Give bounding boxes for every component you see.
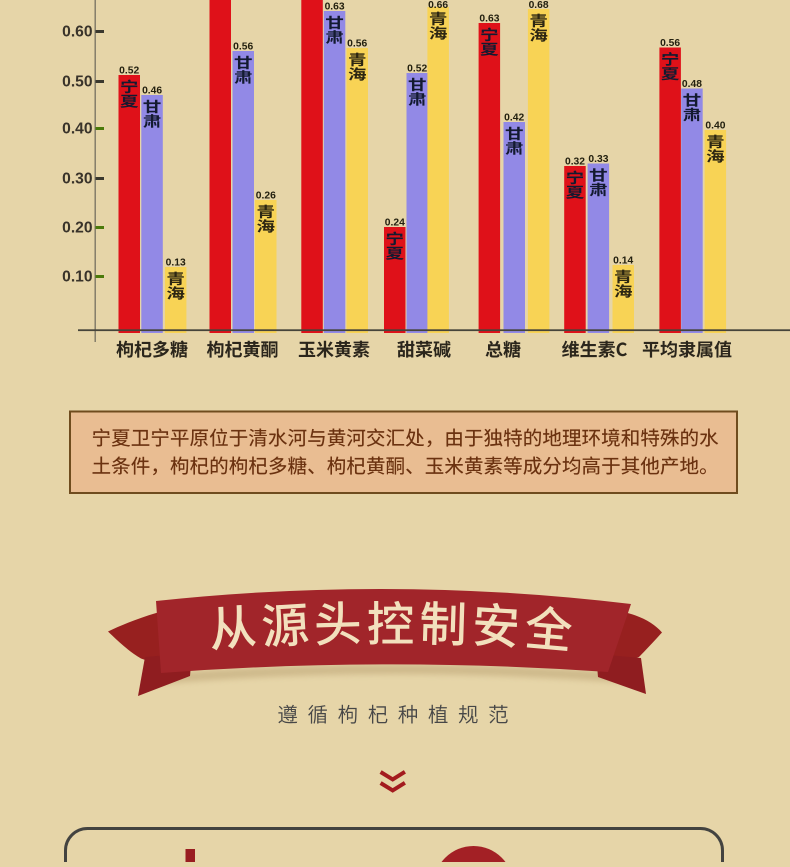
svg-text:0.56: 0.56: [660, 38, 680, 49]
svg-text:0.32: 0.32: [565, 157, 585, 168]
svg-text:0.24: 0.24: [385, 218, 405, 229]
svg-text:0.20: 0.20: [62, 219, 93, 236]
svg-text:0.63: 0.63: [325, 2, 345, 13]
svg-text:0.52: 0.52: [407, 64, 427, 75]
svg-text:0.42: 0.42: [504, 113, 524, 124]
svg-text:0.63: 0.63: [479, 14, 499, 25]
svg-text:0.56: 0.56: [347, 39, 367, 50]
svg-text:0.40: 0.40: [705, 121, 725, 132]
svg-text:0.60: 0.60: [62, 23, 93, 40]
svg-text:0.68: 0.68: [529, 0, 549, 11]
svg-text:0.10: 0.10: [62, 268, 93, 285]
svg-text:0.30: 0.30: [62, 170, 93, 187]
svg-text:0.40: 0.40: [62, 120, 93, 137]
svg-text:0.48: 0.48: [682, 79, 702, 90]
svg-text:0.26: 0.26: [256, 191, 276, 202]
svg-text:0.66: 0.66: [428, 0, 448, 11]
svg-text:0.14: 0.14: [613, 256, 633, 267]
svg-text:0.33: 0.33: [588, 154, 608, 165]
svg-text:0.52: 0.52: [119, 66, 139, 77]
svg-text:0.56: 0.56: [233, 42, 253, 53]
svg-text:0.50: 0.50: [62, 73, 93, 90]
svg-text:0.13: 0.13: [166, 258, 186, 269]
svg-text:0.46: 0.46: [142, 86, 162, 97]
